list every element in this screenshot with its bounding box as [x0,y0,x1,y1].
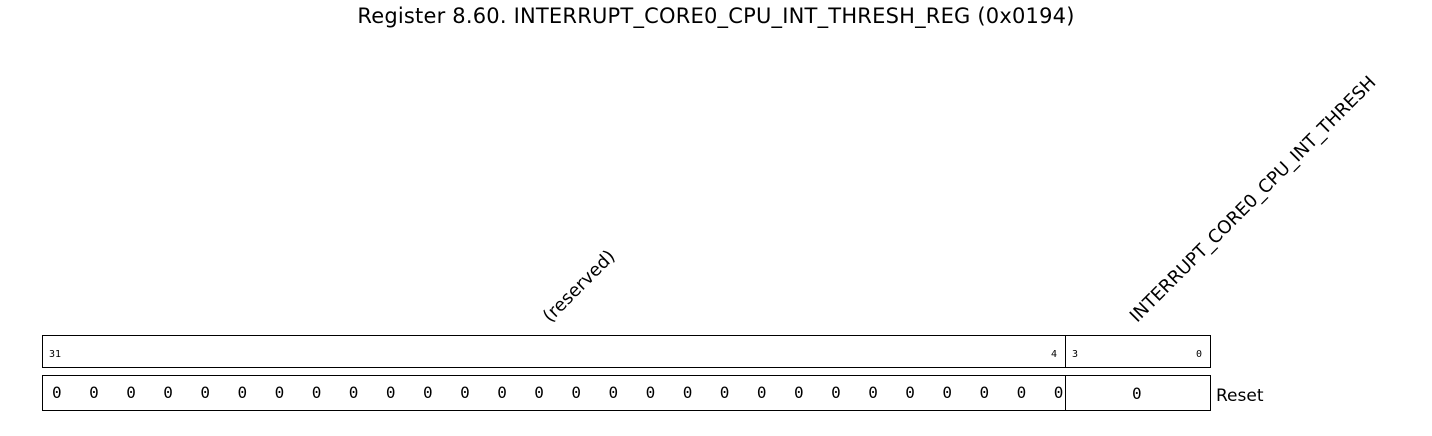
reset-bit-17: 0 [571,383,582,402]
reset-bit-25: 0 [274,383,285,402]
reset-bit-15: 0 [645,383,656,402]
reset-bit-10: 0 [831,383,841,402]
bit-high-3: 3 [1072,349,1079,360]
reset-bit-28: 0 [163,383,173,402]
reset-bit-7: 0 [942,383,953,402]
bit-range-reserved: 31 4 [42,335,1066,368]
reset-bit-11: 0 [794,383,804,402]
reset-bit-12: 0 [756,383,767,402]
reset-bit-26: 0 [237,383,248,402]
register-title: Register 8.60. INTERRUPT_CORE0_CPU_INT_T… [357,4,1075,28]
reset-bit-20: 0 [460,383,470,402]
reset-bit-24: 0 [311,383,322,402]
reset-bit-9: 0 [868,383,878,402]
reset-bit-5: 0 [1016,383,1027,402]
reset-bit-23: 0 [348,383,359,402]
reset-bit-13: 0 [719,383,730,402]
field-label-reserved: (reserved) [538,245,620,327]
bit-range-int-thresh: 3 0 [1065,335,1211,368]
reset-value-int-thresh: 0 [1132,384,1142,403]
reset-bit-4: 0 [1053,383,1064,402]
reset-values-int-thresh: 0 [1065,375,1211,411]
reset-bit-27: 0 [200,383,211,402]
reset-bit-31: 0 [52,383,62,402]
bit-low-0: 0 [1195,349,1202,360]
bit-high-31: 31 [49,349,62,360]
bit-low-4: 4 [1050,349,1057,360]
reset-label: Reset [1216,386,1264,406]
reset-bit-6: 0 [979,383,990,402]
reset-bit-21: 0 [423,383,433,402]
reset-bit-16: 0 [608,383,619,402]
field-label-int-thresh: INTERRUPT_CORE0_CPU_INT_THRESH [1125,72,1381,327]
reset-bit-19: 0 [497,383,507,402]
reset-bit-18: 0 [534,383,544,402]
reset-bit-8: 0 [905,383,915,402]
reset-bit-29: 0 [126,383,136,402]
reset-bit-14: 0 [682,383,693,402]
reset-bit-30: 0 [89,383,99,402]
reset-bit-22: 0 [385,383,396,402]
